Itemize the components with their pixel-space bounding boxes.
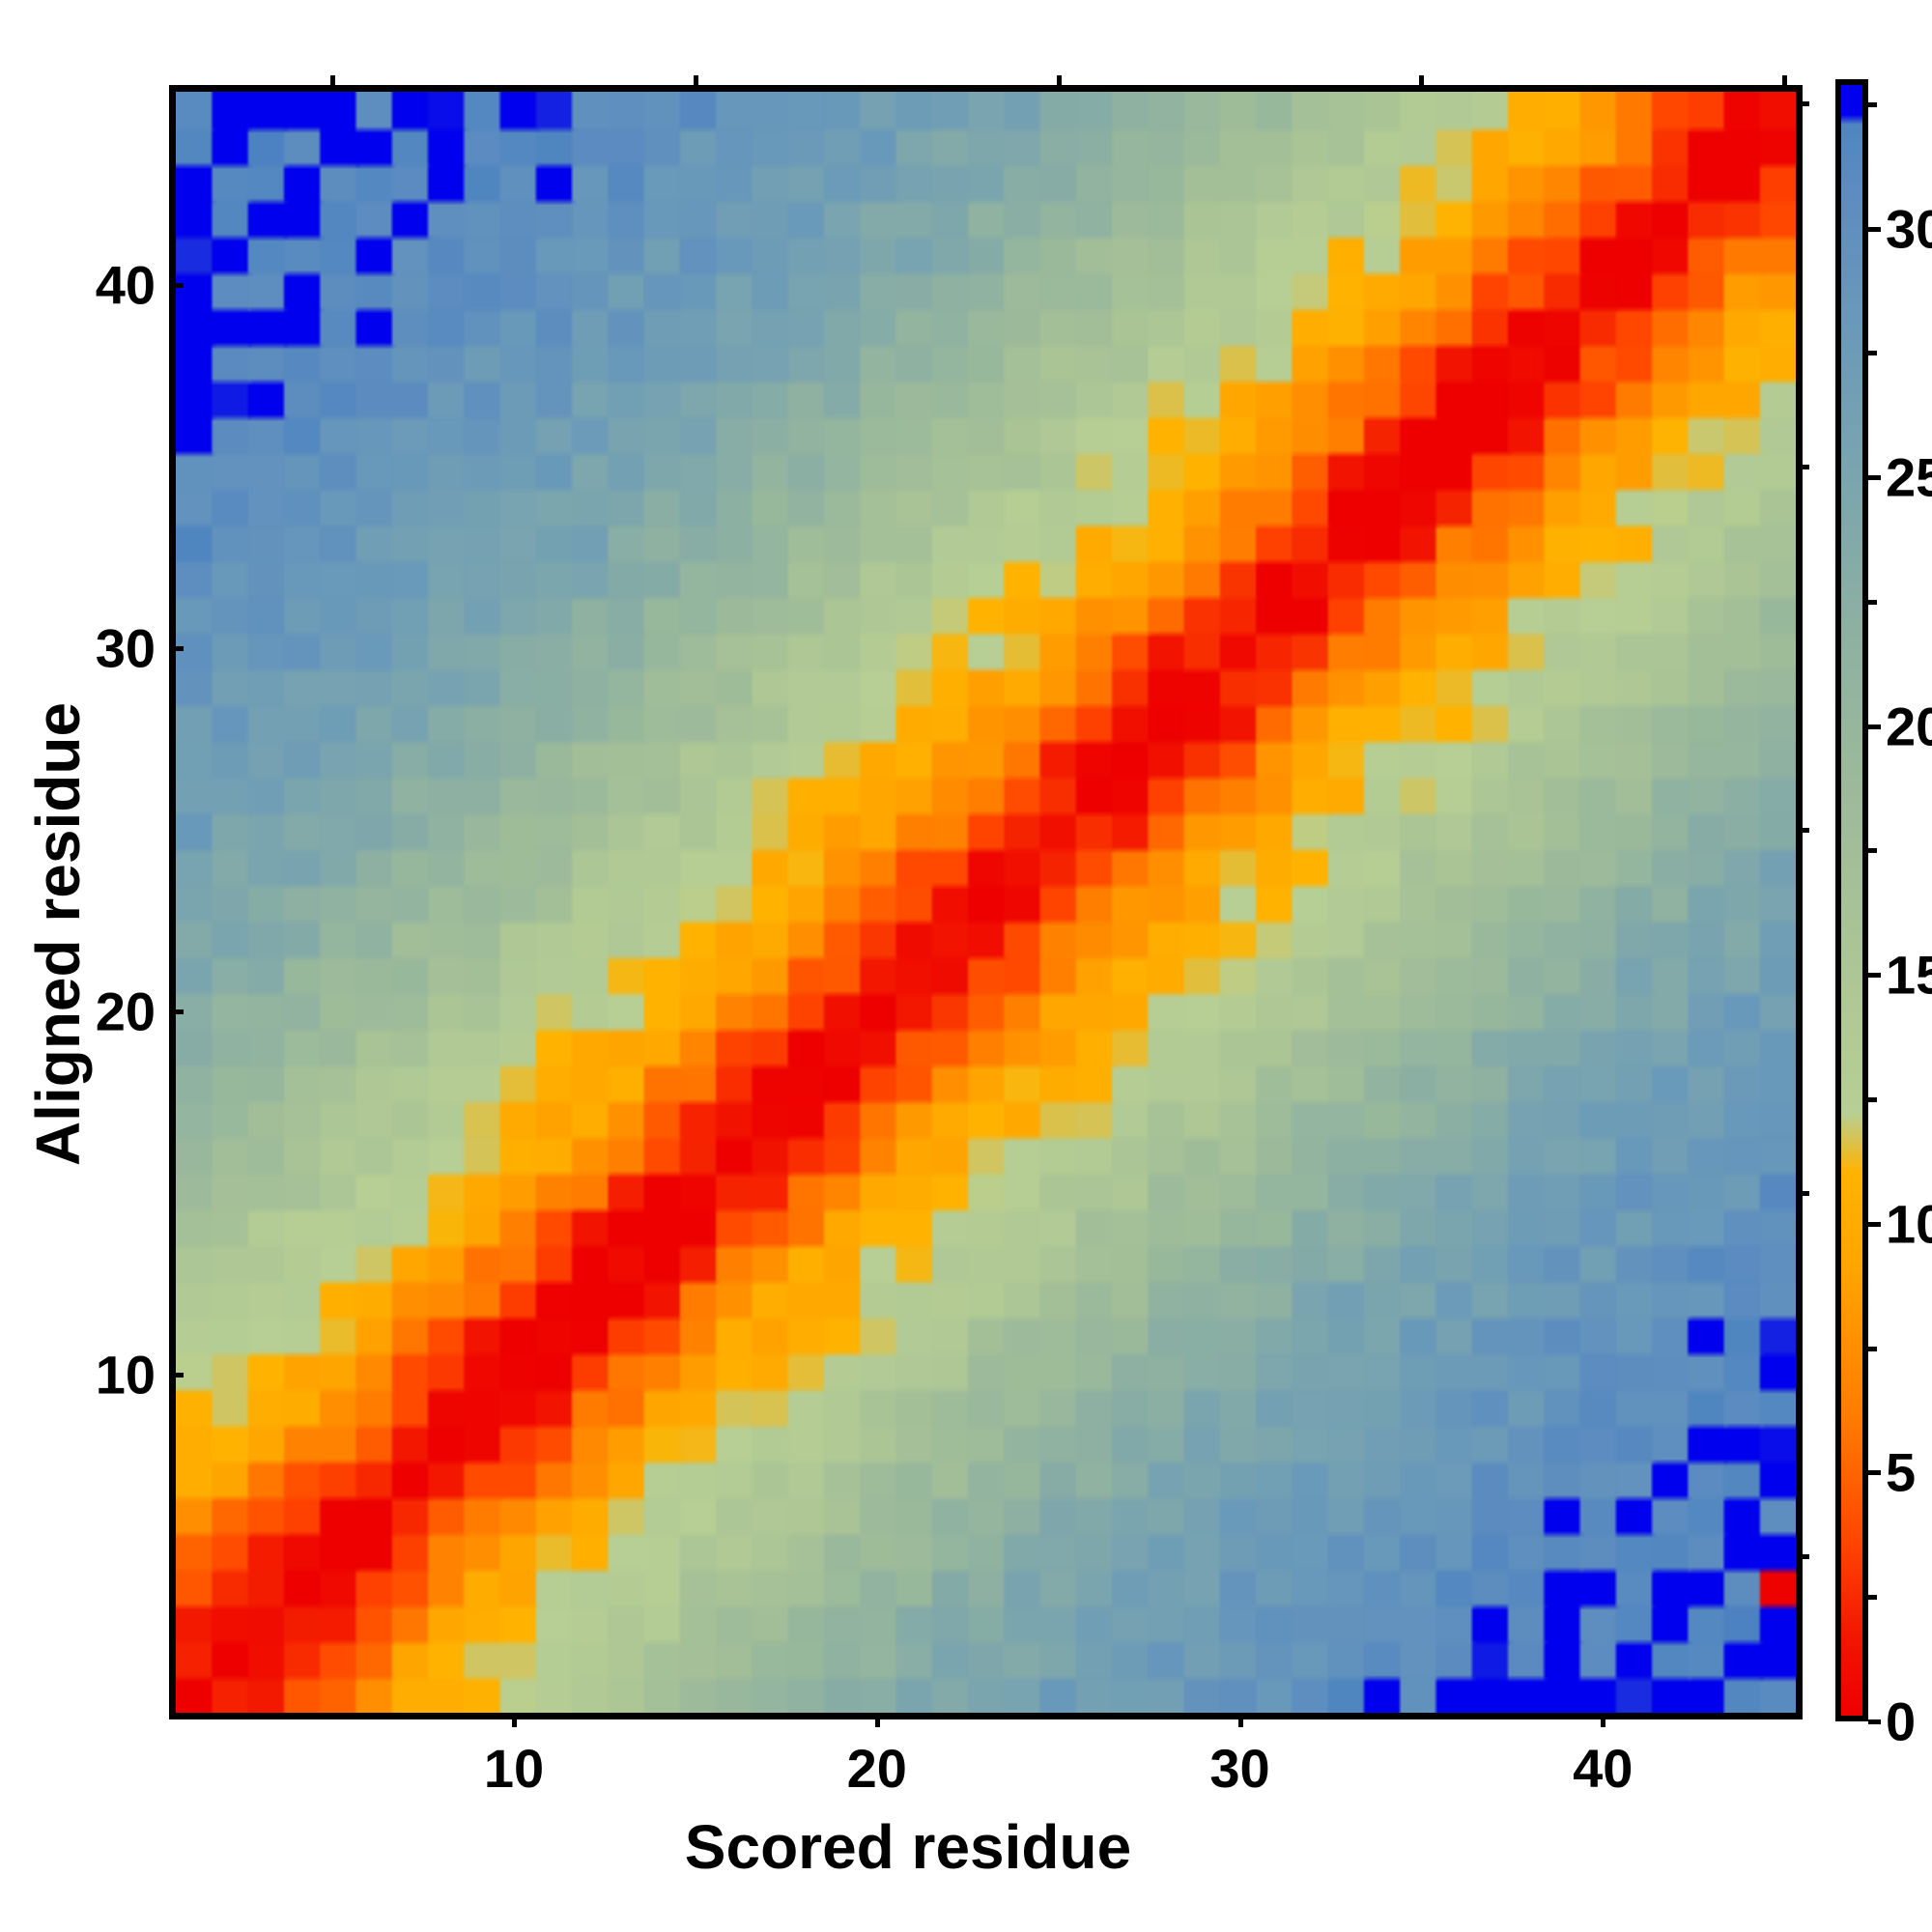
y-axis-title-text: Aligned residue — [23, 701, 93, 1167]
y-tick-minor — [1800, 827, 1809, 833]
y-tick-minor — [1800, 464, 1809, 469]
y-tick-minor — [1800, 100, 1809, 106]
x-tick-label: 10 — [483, 1738, 545, 1799]
y-tick-minor — [1800, 1190, 1809, 1196]
x-tick — [874, 1713, 880, 1727]
colorbar-tick — [1868, 1470, 1881, 1476]
colorbar-tick — [1868, 724, 1881, 729]
colorbar-tick-label: 5 — [1886, 1441, 1917, 1503]
y-tick-label: 20 — [95, 980, 156, 1042]
colorbar-tick-label: 30 — [1886, 198, 1932, 260]
x-axis-title: Scored residue — [0, 1811, 1932, 1883]
colorbar-tick — [1868, 475, 1881, 481]
y-tick — [169, 1372, 184, 1378]
x-tick-minor — [693, 75, 698, 85]
x-tick-label: 40 — [1573, 1738, 1634, 1799]
colorbar-tick-label: 20 — [1886, 696, 1932, 757]
colorbar-track[interactable] — [1835, 79, 1868, 1721]
y-tick — [169, 645, 184, 651]
x-tick-minor — [1419, 75, 1425, 85]
colorbar-tick-minor — [1868, 599, 1877, 605]
x-tick-minor — [330, 75, 336, 85]
colorbar-tick — [1868, 973, 1881, 979]
colorbar-tick-minor — [1868, 101, 1877, 107]
colorbar-tick-minor — [1868, 1595, 1877, 1601]
x-tick-minor — [1782, 75, 1788, 85]
colorbar-tick-label: 0 — [1886, 1690, 1917, 1752]
x-tick-label: 30 — [1209, 1738, 1270, 1799]
colorbar-tick-minor — [1868, 1097, 1877, 1103]
y-axis-title: Aligned residue — [22, 113, 94, 1755]
colorbar[interactable]: 0 5 10 15 20 25 30 — [1835, 79, 1932, 1752]
heatmap-canvas[interactable] — [176, 92, 1796, 1713]
colorbar-tick-label: 25 — [1886, 446, 1932, 508]
colorbar-tick-minor — [1868, 351, 1877, 356]
x-tick-minor — [1056, 75, 1062, 85]
colorbar-tick — [1868, 1221, 1881, 1227]
y-tick-label: 40 — [95, 254, 156, 316]
colorbar-tick — [1868, 226, 1881, 232]
y-tick-label: 30 — [95, 617, 156, 679]
x-tick — [1601, 1713, 1606, 1727]
colorbar-tick-label: 10 — [1886, 1193, 1932, 1255]
colorbar-tick-label: 15 — [1886, 944, 1932, 1006]
colorbar-gradient — [1841, 85, 1862, 1716]
y-tick-minor — [1800, 1553, 1809, 1559]
heatmap-plot-area[interactable] — [169, 85, 1803, 1719]
y-tick-label: 10 — [95, 1344, 156, 1406]
colorbar-tick — [1868, 1719, 1881, 1724]
x-tick — [511, 1713, 517, 1727]
y-tick — [169, 1009, 184, 1014]
x-axis-title-text: Scored residue — [684, 1812, 1132, 1882]
y-tick — [169, 282, 184, 288]
x-tick — [1237, 1713, 1243, 1727]
x-tick-label: 20 — [846, 1738, 907, 1799]
colorbar-tick-minor — [1868, 848, 1877, 854]
colorbar-tick-minor — [1868, 1346, 1877, 1351]
